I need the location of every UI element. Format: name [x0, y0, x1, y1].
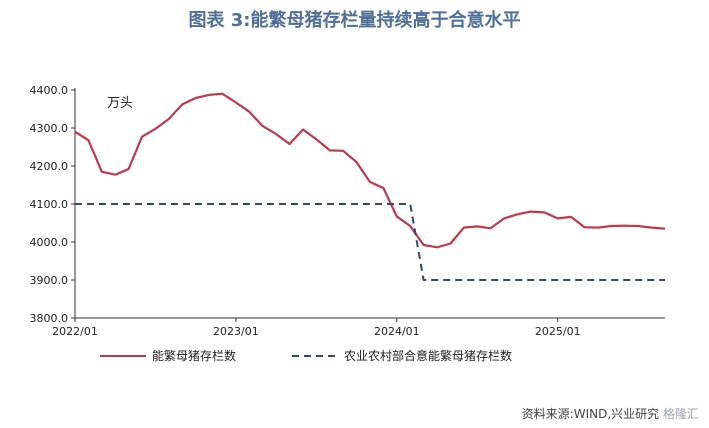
- x-tick-label: 2024/01: [374, 325, 420, 338]
- y-tick-label: 4000.0: [30, 236, 69, 249]
- x-tick-label: 2023/01: [213, 325, 259, 338]
- series-lines: [74, 92, 666, 281]
- y-tick-label: 3900.0: [30, 274, 69, 287]
- source-text: 资料来源:WIND,兴业研究: [521, 407, 660, 421]
- unit-label: 万头: [107, 96, 133, 111]
- y-tick-label: 4200.0: [30, 160, 69, 173]
- y-axis-ticks: 3800.0 3900.0 4000.0 4100.0 4200.0 4300.0 4400…: [30, 84, 75, 325]
- series-line-2: [75, 203, 665, 281]
- y-tick-label: 3800.0: [30, 312, 69, 325]
- legend: 能繁母猪存栏数 农业农村部合意能繁母猪存栏数: [100, 348, 512, 363]
- x-tick-label: 2022/01: [52, 325, 98, 338]
- watermark-text: 格隆汇: [662, 407, 699, 421]
- y-tick-label: 4400.0: [30, 84, 69, 97]
- chart-title: 图表 3:能繁母猪存栏量持续高于合意水平: [188, 10, 521, 31]
- y-tick-label: 4300.0: [30, 122, 69, 135]
- series-line-1: [74, 92, 666, 249]
- y-tick-label: 4100.0: [30, 198, 69, 211]
- legend-label-2: 农业农村部合意能繁母猪存栏数: [344, 348, 512, 363]
- x-tick-label: 2025/01: [535, 325, 581, 338]
- source-note: 资料来源:WIND,兴业研究 格隆汇: [522, 405, 699, 422]
- legend-label-1: 能繁母猪存栏数: [152, 348, 236, 363]
- x-axis-ticks: 2022/01 2023/01 2024/01 2025/01: [52, 318, 581, 338]
